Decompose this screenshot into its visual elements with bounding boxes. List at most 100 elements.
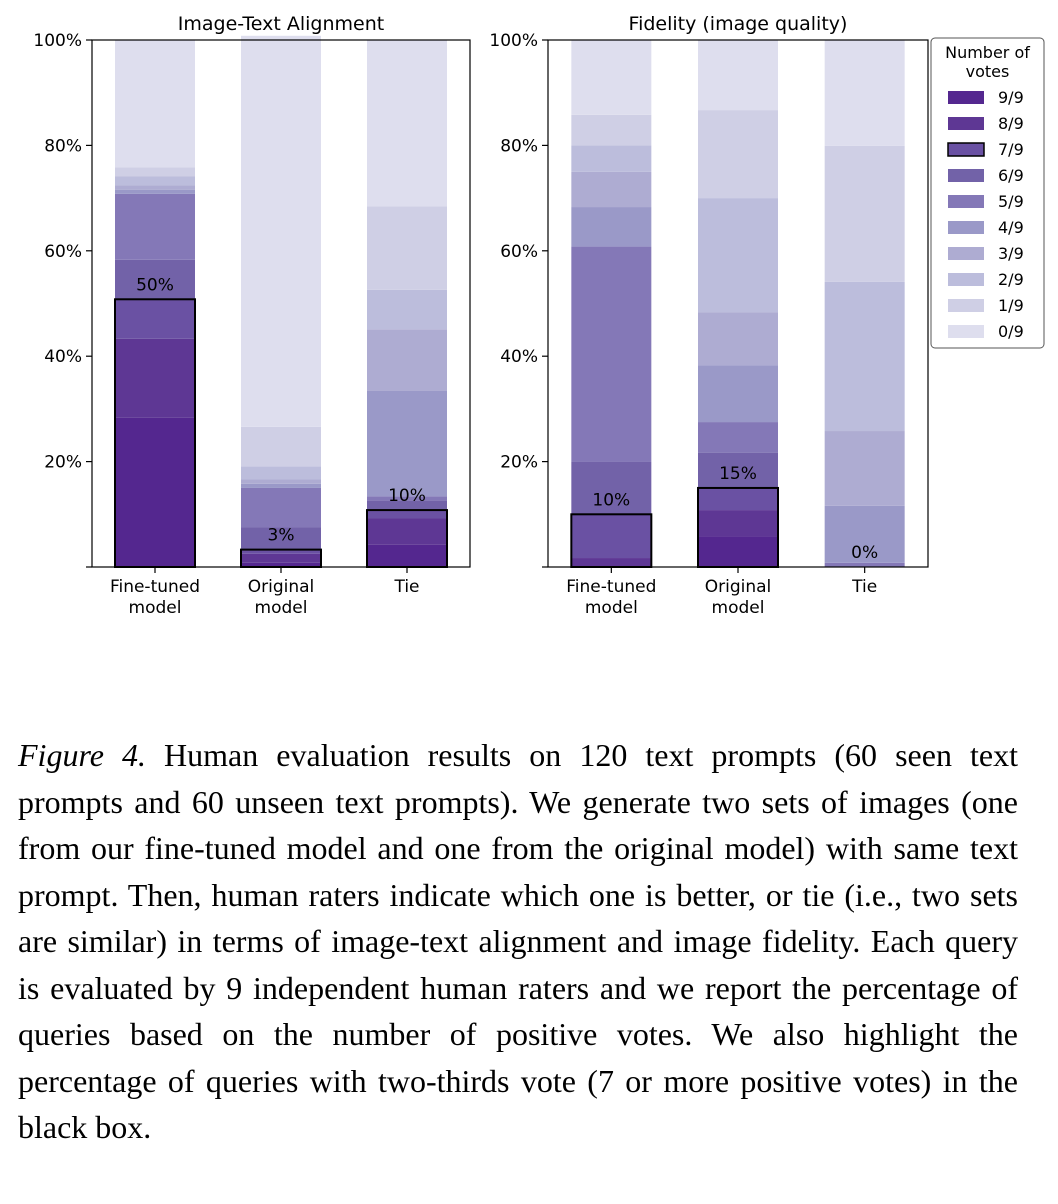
bar-segment-3-of-9	[115, 185, 195, 190]
legend-swatch	[948, 325, 984, 338]
x-tick-label: Fine-tuned model	[566, 577, 656, 618]
bar-segment-5-of-9	[241, 487, 321, 528]
highlight-label: 0%	[851, 543, 878, 563]
bar-segment-7-of-9	[115, 299, 195, 339]
highlight-label: 3%	[268, 526, 295, 546]
bar-segment-2-of-9	[241, 466, 321, 480]
x-tick-label-line: Original	[705, 577, 772, 597]
bar-segment-6-of-9	[367, 500, 447, 510]
bar-segment-7-of-9	[367, 509, 447, 519]
bar-segment-0-of-9	[698, 40, 778, 111]
legend-swatch	[947, 142, 985, 157]
x-tick-label: Original model	[705, 577, 772, 618]
bar-segment-5-of-9	[571, 246, 652, 462]
bar-segment-4-of-9	[571, 207, 652, 247]
bar-segment-5-of-9	[115, 193, 195, 260]
chart-title: Fidelity (image quality)	[629, 13, 848, 35]
bar-segment-1-of-9	[698, 110, 778, 199]
bar-segment-2-of-9	[367, 289, 447, 330]
y-tick-label: 40%	[44, 347, 82, 367]
bar-segment-6-of-9	[115, 259, 195, 300]
caption-text: Human evaluation results on 120 text pro…	[18, 737, 1018, 1145]
bar-segment-8-of-9	[241, 553, 321, 563]
legend-title-line: votes	[966, 62, 1010, 81]
bar-segment-1-of-9	[824, 145, 905, 282]
legend-label: 4/9	[998, 218, 1024, 237]
chart-image-text-alignment: Image-Text Alignment 50% 3% 10% 20% 40% 60% 80%…	[33, 13, 471, 618]
highlight-label: 10%	[592, 490, 630, 510]
legend-swatch	[948, 247, 984, 260]
bar-segment-5-of-9	[698, 422, 778, 453]
bar-segment-1-of-9	[115, 167, 195, 177]
x-tick-label-line: Tie	[393, 577, 419, 597]
legend-label: 7/9	[998, 140, 1024, 159]
y-tick-label: 40%	[500, 347, 538, 367]
bar-segment-4-of-9	[115, 189, 195, 194]
y-tick-label: 60%	[44, 242, 82, 262]
legend-swatch	[948, 117, 984, 130]
bar-segment-5-of-9	[824, 562, 905, 567]
chart-fidelity: Fidelity (image quality) 10% 15% 0% 20% 40% 60…	[489, 13, 929, 618]
legend-label: 0/9	[998, 322, 1024, 341]
y-tick-label: 80%	[44, 136, 82, 156]
legend-label: 3/9	[998, 244, 1024, 263]
bar-segment-0-of-9	[115, 40, 195, 168]
figure-panel: Image-Text Alignment 50% 3% 10% 20% 40% 60% 80%…	[33, 13, 1045, 618]
bar-segment-8-of-9	[698, 510, 778, 537]
x-tick-label-line: model	[129, 598, 182, 618]
bar-segment-4-of-9	[241, 483, 321, 488]
x-tick-label: Original model	[248, 577, 315, 618]
x-tick-label: Tie	[393, 577, 419, 597]
bar-segment-7-of-9	[698, 487, 778, 511]
bar-segment-7-of-9	[571, 514, 652, 559]
y-tick-label: 100%	[489, 31, 538, 51]
legend-swatch	[948, 91, 984, 104]
bar-segment-2-of-9	[115, 176, 195, 186]
y-tick-label: 80%	[500, 136, 538, 156]
legend-swatch	[948, 221, 984, 234]
bar-segment-7-of-9	[241, 549, 321, 554]
bar-segment-4-of-9	[698, 365, 778, 423]
bar-segment-6-of-9	[571, 461, 652, 515]
x-tick-label-line: Fine-tuned	[110, 577, 200, 597]
highlight-label: 10%	[388, 486, 426, 506]
bar-segment-2-of-9	[698, 198, 778, 313]
x-tick-label-line: model	[585, 598, 638, 618]
bar-segment-3-of-9	[367, 329, 447, 391]
bar-segment-3-of-9	[824, 431, 905, 506]
caption-label: Figure 4.	[18, 737, 146, 773]
legend-frame	[930, 37, 1045, 349]
y-tick-label: 100%	[33, 31, 82, 51]
x-tick-label-line: model	[255, 598, 308, 618]
bar-segment-6-of-9	[698, 452, 778, 488]
y-tick-label: 20%	[500, 453, 538, 473]
x-tick-label-line: Tie	[851, 577, 877, 597]
bar-segment-8-of-9	[571, 558, 652, 567]
bar-segment-0-of-9	[571, 40, 652, 115]
y-tick-label: 60%	[500, 242, 538, 262]
x-tick-label-line: model	[712, 598, 765, 618]
x-tick-label: Fine-tuned model	[110, 577, 200, 618]
y-tick-label: 20%	[44, 453, 82, 473]
bar-segment-9-of-9	[698, 536, 778, 567]
legend-label: 8/9	[998, 114, 1024, 133]
bar-segment-6-of-9	[241, 527, 321, 550]
legend-label: 1/9	[998, 296, 1024, 315]
bar-segment-2-of-9	[824, 281, 905, 432]
bar-segment-3-of-9	[571, 171, 652, 208]
figure-caption: Figure 4. Human evaluation results on 12…	[18, 732, 1018, 1151]
legend: Number of votes 9/9 8/9 7/9 6/9 5/9 4/9 3/9 2/9 1/…	[930, 37, 1045, 349]
bar-segment-4-of-9	[824, 505, 905, 563]
bar-segment-8-of-9	[367, 518, 447, 545]
chart-title: Image-Text Alignment	[178, 13, 384, 35]
bar-segment-1-of-9	[571, 114, 652, 146]
legend-swatch	[948, 195, 984, 208]
x-tick-label-line: Fine-tuned	[566, 577, 656, 597]
bar-segment-3-of-9	[698, 312, 778, 366]
bar-segment-9-of-9	[115, 417, 195, 567]
legend-title: Number of votes	[945, 43, 1030, 81]
bar-segment-8-of-9	[115, 338, 195, 418]
bar-segment-1-of-9	[367, 206, 447, 290]
highlight-label: 15%	[719, 464, 757, 484]
highlight-label: 50%	[136, 275, 174, 295]
